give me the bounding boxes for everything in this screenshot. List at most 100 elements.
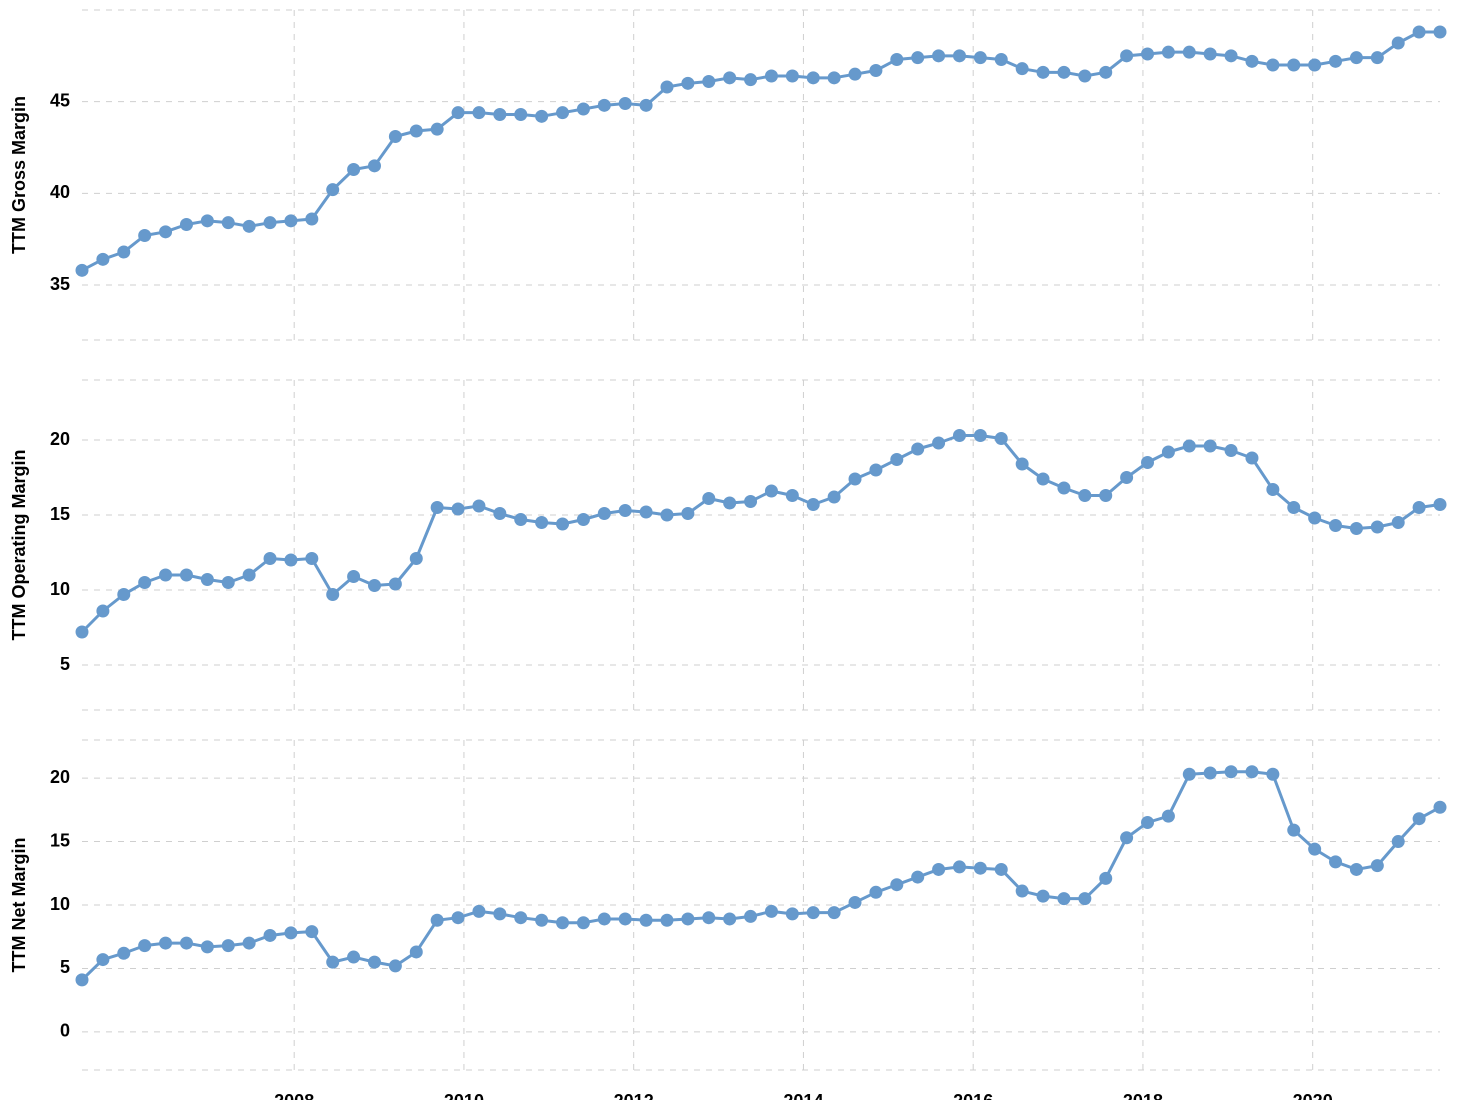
data-point[interactable] [723,71,736,84]
data-point[interactable] [619,912,632,925]
data-point[interactable] [1413,812,1426,825]
data-point[interactable] [305,552,318,565]
data-point[interactable] [681,77,694,90]
data-point[interactable] [1183,46,1196,59]
data-point[interactable] [201,573,214,586]
data-point[interactable] [472,106,485,119]
data-point[interactable] [807,906,820,919]
data-point[interactable] [76,973,89,986]
data-point[interactable] [911,51,924,64]
data-point[interactable] [243,569,256,582]
data-point[interactable] [1371,521,1384,534]
data-point[interactable] [723,912,736,925]
data-point[interactable] [577,103,590,116]
data-point[interactable] [1183,768,1196,781]
data-point[interactable] [932,437,945,450]
data-point[interactable] [222,216,235,229]
data-point[interactable] [159,569,172,582]
data-point[interactable] [765,70,778,83]
data-point[interactable] [410,125,423,138]
data-point[interactable] [619,97,632,110]
data-point[interactable] [159,225,172,238]
data-point[interactable] [514,108,527,121]
data-point[interactable] [493,507,506,520]
data-point[interactable] [138,939,151,952]
data-point[interactable] [974,51,987,64]
data-point[interactable] [1434,498,1447,511]
data-point[interactable] [1329,55,1342,68]
data-point[interactable] [431,123,444,136]
data-point[interactable] [1329,855,1342,868]
data-point[interactable] [1245,55,1258,68]
data-point[interactable] [201,214,214,227]
data-point[interactable] [410,552,423,565]
data-point[interactable] [974,862,987,875]
data-point[interactable] [180,937,193,950]
data-point[interactable] [890,53,903,66]
data-point[interactable] [1204,48,1217,61]
data-point[interactable] [1057,482,1070,495]
data-point[interactable] [828,71,841,84]
data-point[interactable] [1162,810,1175,823]
data-point[interactable] [1287,824,1300,837]
data-point[interactable] [1287,59,1300,72]
data-point[interactable] [1434,801,1447,814]
data-point[interactable] [1266,483,1279,496]
data-point[interactable] [1392,835,1405,848]
data-point[interactable] [995,53,1008,66]
data-point[interactable] [1057,66,1070,79]
data-point[interactable] [556,106,569,119]
data-point[interactable] [911,871,924,884]
data-point[interactable] [1099,66,1112,79]
data-point[interactable] [828,906,841,919]
data-point[interactable] [660,914,673,927]
data-point[interactable] [598,99,611,112]
data-point[interactable] [1413,501,1426,514]
data-point[interactable] [744,910,757,923]
data-point[interactable] [389,130,402,143]
data-point[interactable] [1204,440,1217,453]
data-point[interactable] [1308,59,1321,72]
data-point[interactable] [1266,768,1279,781]
data-point[interactable] [786,907,799,920]
data-point[interactable] [264,929,277,942]
data-point[interactable] [807,71,820,84]
data-point[interactable] [786,70,799,83]
data-point[interactable] [1329,519,1342,532]
data-point[interactable] [326,956,339,969]
data-point[interactable] [1120,831,1133,844]
data-point[interactable] [1371,859,1384,872]
data-point[interactable] [431,501,444,514]
data-point[interactable] [514,911,527,924]
data-point[interactable] [1099,489,1112,502]
data-point[interactable] [890,878,903,891]
data-point[interactable] [1245,452,1258,465]
data-point[interactable] [326,183,339,196]
data-point[interactable] [222,939,235,952]
data-point[interactable] [1350,863,1363,876]
data-point[interactable] [368,956,381,969]
data-point[interactable] [1225,444,1238,457]
data-point[interactable] [76,264,89,277]
data-point[interactable] [1162,446,1175,459]
data-point[interactable] [117,947,130,960]
data-point[interactable] [932,49,945,62]
data-point[interactable] [284,926,297,939]
data-point[interactable] [953,860,966,873]
data-point[interactable] [932,863,945,876]
data-point[interactable] [264,552,277,565]
data-point[interactable] [180,218,193,231]
data-point[interactable] [264,216,277,229]
data-point[interactable] [1016,885,1029,898]
data-point[interactable] [1016,458,1029,471]
data-point[interactable] [723,497,736,510]
data-point[interactable] [1057,892,1070,905]
data-point[interactable] [1037,473,1050,486]
data-point[interactable] [1141,816,1154,829]
data-point[interactable] [869,886,882,899]
data-point[interactable] [1225,49,1238,62]
data-point[interactable] [1120,471,1133,484]
data-point[interactable] [1308,843,1321,856]
data-point[interactable] [1183,440,1196,453]
data-point[interactable] [326,588,339,601]
